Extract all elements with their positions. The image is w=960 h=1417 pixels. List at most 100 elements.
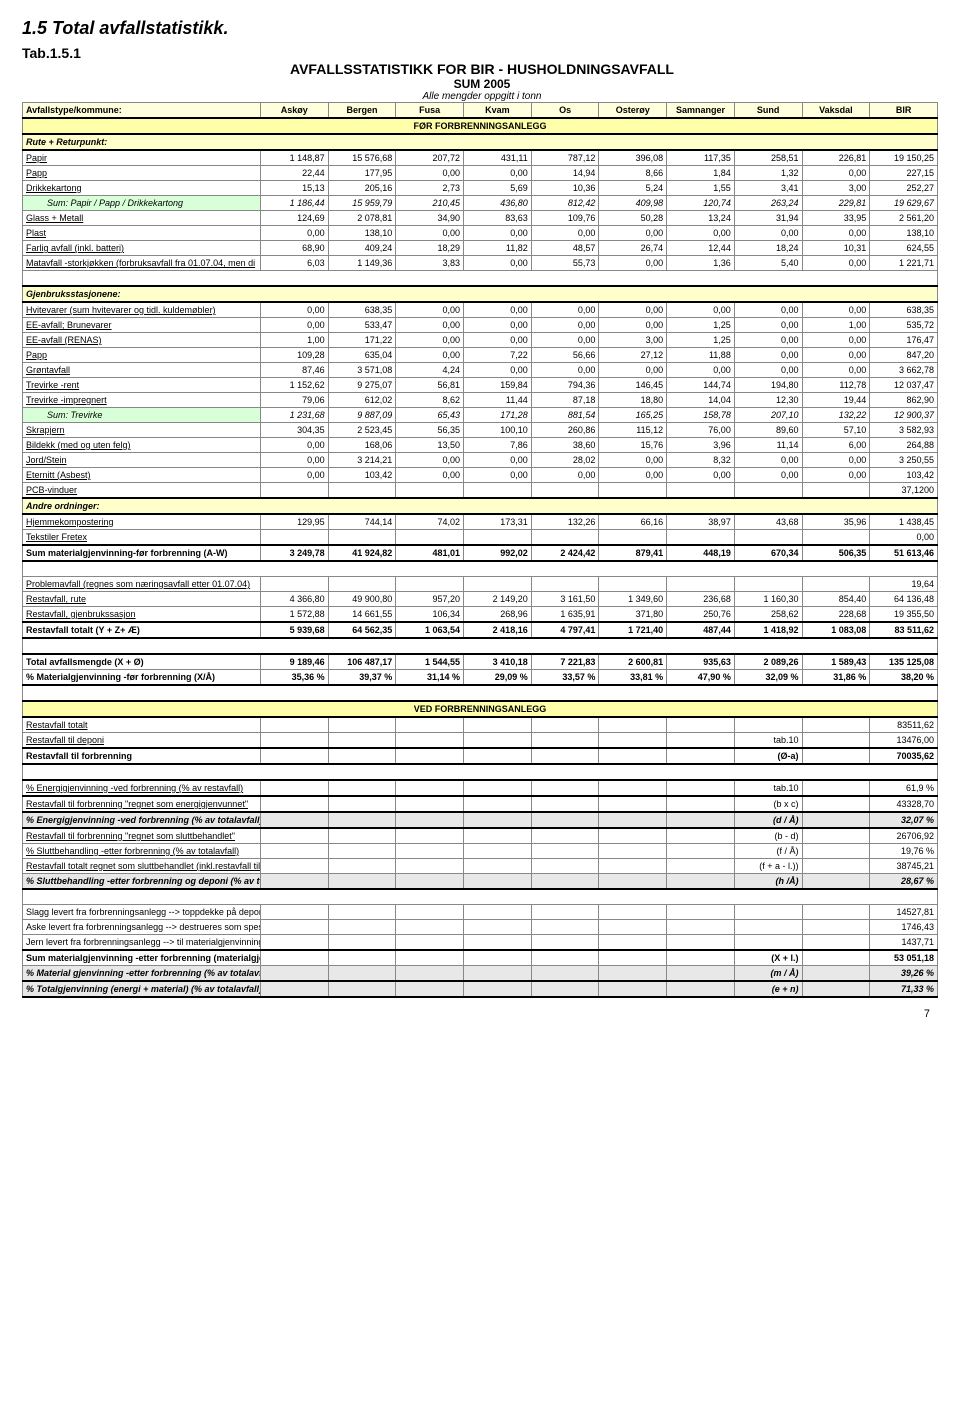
cell-value: 1 635,91 — [531, 607, 599, 623]
cell-value: 487,44 — [667, 622, 735, 638]
cell-value — [396, 780, 464, 796]
cell-value — [328, 780, 396, 796]
cell-value — [802, 717, 870, 733]
cell-value: 71,33 % — [870, 981, 938, 997]
cell-value: 0,00 — [802, 166, 870, 181]
col-header-label: Avfallstype/kommune: — [23, 103, 261, 119]
table-row: EE-avfall (RENAS)1,00171,220,000,000,003… — [23, 333, 938, 348]
col-header-bergen: Bergen — [328, 103, 396, 119]
cell-value — [667, 796, 735, 812]
cell-value: (b - d) — [734, 828, 802, 844]
cell-value: 0,00 — [531, 468, 599, 483]
cell-value — [260, 874, 328, 890]
cell-value — [396, 874, 464, 890]
cell-value: 37,1200 — [870, 483, 938, 499]
cell-value: 258,62 — [734, 607, 802, 623]
cell-value: 0,00 — [734, 318, 802, 333]
cell-value: 0,00 — [396, 226, 464, 241]
table-row: % Energigjenvinning -ved forbrenning (% … — [23, 812, 938, 828]
row-label: PCB-vinduer — [23, 483, 261, 499]
table-row: Aske levert fra forbrenningsanlegg --> d… — [23, 920, 938, 935]
cell-value: 12 037,47 — [870, 378, 938, 393]
cell-value — [396, 981, 464, 997]
cell-value: 854,40 — [802, 592, 870, 607]
cell-value: 0,00 — [531, 333, 599, 348]
cell-value: 2 600,81 — [599, 654, 667, 670]
cell-value — [599, 844, 667, 859]
table-row: Jern levert fra forbrenningsanlegg --> t… — [23, 935, 938, 951]
cell-value — [802, 733, 870, 749]
cell-value — [599, 905, 667, 920]
cell-value: 18,24 — [734, 241, 802, 256]
cell-value: 106 487,17 — [328, 654, 396, 670]
cell-value — [599, 748, 667, 764]
row-label: Sum materialgjenvinning -etter forbrenni… — [23, 950, 261, 966]
cell-value: 6,03 — [260, 256, 328, 271]
cell-value — [667, 874, 735, 890]
table-row: Plast0,00138,100,000,000,000,000,000,000… — [23, 226, 938, 241]
cell-value: 879,41 — [599, 545, 667, 561]
cell-value: 11,14 — [734, 438, 802, 453]
cell-value: 0,00 — [599, 318, 667, 333]
cell-value: 34,90 — [396, 211, 464, 226]
cell-value: 0,00 — [464, 302, 532, 318]
cell-value — [531, 905, 599, 920]
cell-value — [667, 733, 735, 749]
cell-value: 0,00 — [734, 348, 802, 363]
row-label: Restavfall totalt (Y + Z+ Æ) — [23, 622, 261, 638]
row-label: Jern levert fra forbrenningsanlegg --> t… — [23, 935, 261, 951]
cell-value: 638,35 — [328, 302, 396, 318]
cell-value: 158,78 — [667, 408, 735, 423]
cell-value — [599, 577, 667, 592]
cell-value: 0,00 — [260, 318, 328, 333]
cell-value — [802, 966, 870, 982]
cell-value: 70035,62 — [870, 748, 938, 764]
cell-value: 109,28 — [260, 348, 328, 363]
cell-value: 228,68 — [802, 607, 870, 623]
cell-value — [396, 905, 464, 920]
cell-value: 8,32 — [667, 453, 735, 468]
cell-value: 68,90 — [260, 241, 328, 256]
cell-value — [464, 483, 532, 499]
cell-value — [667, 905, 735, 920]
cell-value — [396, 828, 464, 844]
spacer-row — [23, 271, 938, 287]
cell-value: 0,00 — [870, 530, 938, 546]
cell-value — [396, 733, 464, 749]
cell-value: 18,29 — [396, 241, 464, 256]
cell-value: 1 152,62 — [260, 378, 328, 393]
cell-value — [531, 844, 599, 859]
cell-value: 0,00 — [464, 333, 532, 348]
cell-value — [531, 483, 599, 499]
col-header-fusa: Fusa — [396, 103, 464, 119]
cell-value: 0,00 — [599, 453, 667, 468]
spacer-row — [23, 889, 938, 905]
cell-value: 10,31 — [802, 241, 870, 256]
cell-value: 0,00 — [464, 363, 532, 378]
cell-value: 0,00 — [464, 468, 532, 483]
cell-value: 27,12 — [599, 348, 667, 363]
cell-value: 19 629,67 — [870, 196, 938, 211]
cell-value — [599, 780, 667, 796]
cell-value — [734, 905, 802, 920]
cell-value: 260,86 — [531, 423, 599, 438]
cell-value: 144,74 — [667, 378, 735, 393]
cell-value: 159,84 — [464, 378, 532, 393]
table-row: Skrapjern304,352 523,4556,35100,10260,86… — [23, 423, 938, 438]
cell-value: 0,00 — [464, 166, 532, 181]
row-label: Eternitt (Asbest) — [23, 468, 261, 483]
cell-value: 0,00 — [734, 333, 802, 348]
cell-value — [531, 812, 599, 828]
cell-value — [802, 844, 870, 859]
col-header-osterøy: Osterøy — [599, 103, 667, 119]
cell-value: 0,00 — [531, 318, 599, 333]
cell-value — [464, 717, 532, 733]
cell-value — [667, 717, 735, 733]
row-label: Trevirke -rent — [23, 378, 261, 393]
row-label: Restavfall totalt regnet som sluttbehand… — [23, 859, 261, 874]
cell-value: 252,27 — [870, 181, 938, 196]
table-row: Restavfall, rute4 366,8049 900,80957,202… — [23, 592, 938, 607]
cell-value — [396, 530, 464, 546]
cell-value: 56,35 — [396, 423, 464, 438]
col-header-sund: Sund — [734, 103, 802, 119]
